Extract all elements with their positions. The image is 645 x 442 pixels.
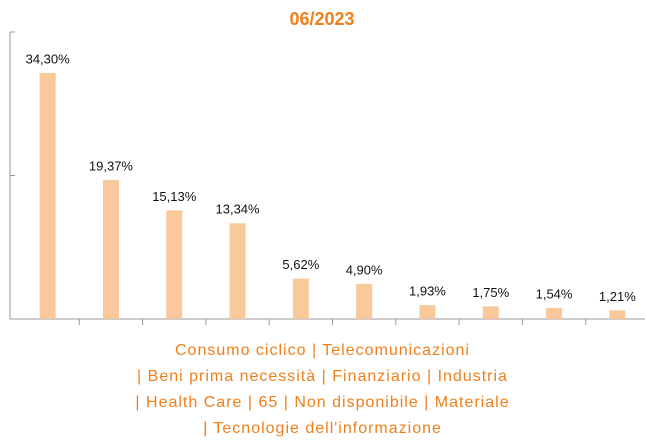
bar bbox=[356, 283, 373, 319]
value-label: 1,54% bbox=[536, 286, 573, 301]
separator: | bbox=[321, 368, 327, 385]
category: Industria bbox=[437, 368, 508, 385]
item: | 65 bbox=[248, 394, 278, 411]
category: Tecnologie dell'informazione bbox=[213, 420, 442, 437]
category: Health Care bbox=[146, 394, 243, 411]
separator: | bbox=[135, 394, 141, 411]
category: Finanziario bbox=[332, 368, 422, 385]
item: | Health Care bbox=[135, 394, 242, 411]
value-label: 4,90% bbox=[346, 262, 383, 277]
value-label: 34,30% bbox=[26, 51, 71, 66]
bar bbox=[102, 180, 119, 319]
bar bbox=[39, 72, 56, 320]
separator: | bbox=[424, 394, 430, 411]
value-label: 15,13% bbox=[152, 189, 197, 204]
item: | Finanziario bbox=[322, 368, 422, 385]
category: Telecomunicazioni bbox=[322, 342, 470, 359]
category-list: Consumo ciclico | Telecomunicazioni | Ben… bbox=[0, 338, 645, 442]
item: Consumo ciclico bbox=[175, 342, 306, 359]
category: Beni prima necessità bbox=[147, 368, 317, 385]
category: 65 bbox=[258, 394, 279, 411]
item: | Telecomunicazioni bbox=[312, 342, 470, 359]
category: Consumo ciclico bbox=[175, 342, 307, 359]
separator: | bbox=[203, 420, 209, 437]
bar bbox=[292, 278, 309, 319]
bar bbox=[419, 305, 436, 319]
category: Materiale bbox=[434, 394, 510, 411]
bar bbox=[482, 306, 499, 319]
item: | Materiale bbox=[424, 394, 509, 411]
chart-title: 06/2023 bbox=[289, 9, 354, 29]
bar bbox=[166, 210, 183, 319]
separator: | bbox=[283, 394, 289, 411]
item: | Non disponibile bbox=[284, 394, 419, 411]
bar bbox=[229, 223, 246, 319]
chart: 06/2023 34,30% 19,37% 15,13% 13,34% 5,62% 4,9… bbox=[9, 9, 645, 325]
value-label: 1,75% bbox=[472, 285, 509, 300]
separator: | bbox=[137, 368, 143, 385]
bar bbox=[546, 307, 563, 319]
separator: | bbox=[426, 368, 433, 385]
value-label: 1,21% bbox=[599, 289, 636, 304]
item: | Tecnologie dell'informazione bbox=[203, 420, 442, 437]
value-label: 19,37% bbox=[89, 158, 134, 173]
separator: | bbox=[247, 394, 253, 411]
page: 06/2023 34,30% 19,37% 15,13% 13,34% 5,62% 4,9… bbox=[9, 8, 645, 437]
value-label: 5,62% bbox=[282, 257, 319, 272]
value-label: 13,34% bbox=[216, 202, 261, 217]
item: | Industria bbox=[427, 368, 508, 385]
item: | Beni prima necessità bbox=[137, 368, 316, 385]
value-label: 1,93% bbox=[409, 284, 446, 299]
separator: | bbox=[311, 342, 318, 359]
bar bbox=[609, 310, 626, 319]
category: Non disponibile bbox=[294, 394, 419, 411]
